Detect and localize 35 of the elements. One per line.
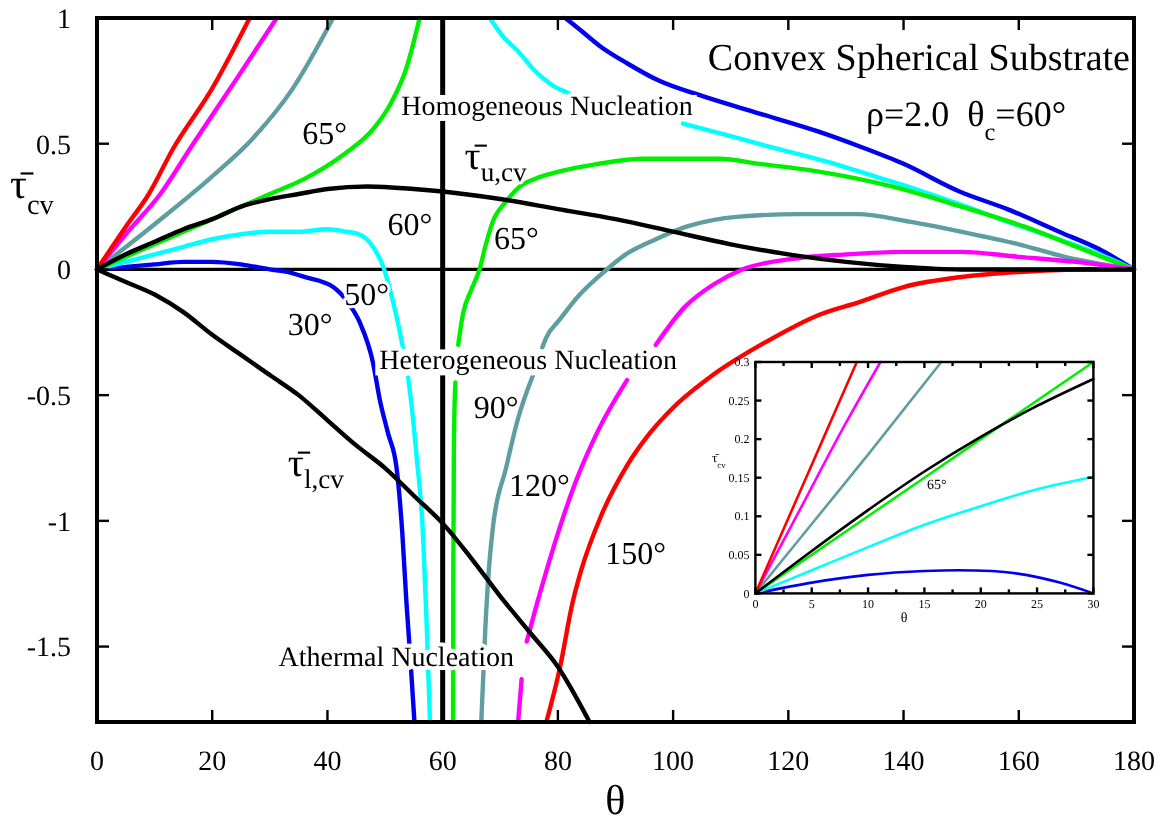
series-label: 50°	[344, 278, 390, 313]
y-tick-label: 1	[57, 5, 71, 36]
series-label: τ̄$_{l,cv}$	[287, 440, 345, 493]
series-label: 120°	[509, 469, 570, 504]
line-series	[754, 360, 943, 595]
x-tick-label: 180	[1113, 748, 1155, 778]
x-tick-label: 160	[997, 748, 1040, 778]
x-axis-title: θ	[605, 776, 626, 824]
text: ρ=2.0 θ$_{c}$=60°	[865, 94, 1067, 146]
ref-line-label: 60°	[387, 208, 433, 243]
x-tick-label: 20	[198, 748, 227, 778]
y-tick-label: -1	[47, 508, 71, 539]
y-axis-title: τ̄$_{cv}$	[10, 160, 56, 222]
x-tick-label: 120	[767, 748, 810, 778]
x-tick-label: 40	[313, 748, 342, 778]
x-tick-label: 140	[882, 748, 925, 778]
x-tick-label: 100	[652, 748, 695, 778]
line-series	[754, 360, 859, 595]
series-label: 30°	[287, 308, 333, 343]
series-label: 150°	[605, 537, 667, 572]
series-label: 65°	[302, 117, 347, 152]
annotation: Heterogeneous Nucleation	[379, 347, 678, 378]
y-tick-label: -1.5	[26, 634, 71, 665]
x-tick-label: 0	[90, 748, 104, 778]
y-tick-label: 0	[57, 257, 71, 288]
x-tick-label: 80	[543, 748, 572, 778]
series-label: 90°	[473, 391, 519, 426]
x-tick-label: 60	[428, 748, 457, 778]
y-tick-label: 0.5	[36, 131, 71, 162]
annotation: Homogeneous Nucleation	[401, 92, 693, 123]
text: 65°	[494, 222, 539, 257]
line-series	[754, 475, 1095, 595]
y-tick-label: -0.5	[26, 382, 71, 413]
series-label: τ̄$_{u,cv}$	[464, 133, 528, 187]
text: Convex Spherical Substrate	[707, 38, 1130, 80]
